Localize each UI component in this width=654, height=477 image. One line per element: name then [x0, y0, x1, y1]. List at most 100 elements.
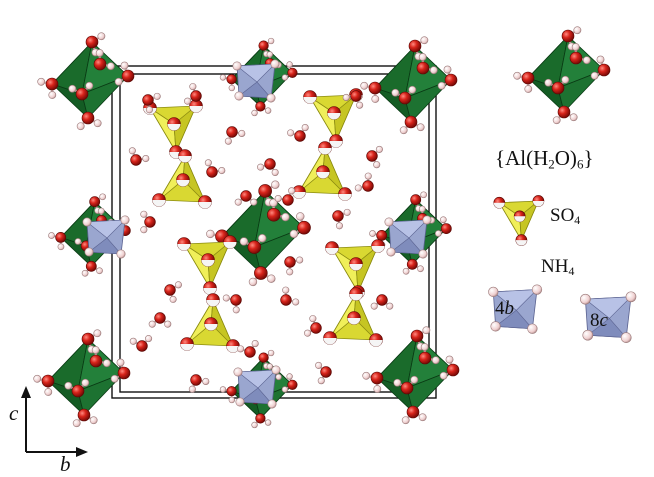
hydrogen-atom [121, 62, 128, 69]
oxygen-atom [311, 323, 322, 334]
oxygen-atom [42, 375, 54, 387]
al-octahedron [361, 37, 457, 134]
oxygen-half-shade [179, 156, 192, 163]
hydrogen-atom [409, 86, 416, 93]
hydrogen-atom [100, 194, 106, 200]
oxygen-atom [371, 372, 383, 384]
hydrogen-atom [175, 282, 181, 288]
hydrogen-atom [233, 307, 239, 313]
hydrogen-atom [417, 266, 423, 272]
oxygen-half-shade [153, 200, 166, 207]
oxygen-atom [321, 367, 332, 378]
hydrogen-atom [440, 372, 447, 379]
hydrogen-atom [440, 217, 446, 223]
b-axis-label: b [60, 452, 71, 477]
al-hexaaqua-formula-label: {Al(H2O)6} [495, 146, 594, 171]
hydrogen-atom [488, 287, 498, 297]
hydrogen-atom [562, 76, 569, 83]
hydrogen-atom [385, 218, 393, 226]
hydrogen-atom [491, 322, 501, 332]
hydrogen-atom [387, 303, 393, 309]
hydrogen-atom [570, 114, 577, 121]
oxygen-atom [411, 330, 423, 342]
hydrogen-atom [430, 67, 437, 74]
hydrogen-atom [376, 146, 382, 152]
hydrogen-atom [419, 206, 425, 212]
sulfate-label: SO4 [550, 205, 580, 227]
hydrogen-atom [400, 127, 407, 134]
hydrogen-atom [423, 216, 431, 224]
hydrogen-atom [69, 85, 76, 92]
hydrogen-atom [275, 195, 281, 201]
oxygen-atom [570, 52, 582, 64]
oxygen-atom [562, 30, 574, 42]
hydrogen-atom [583, 57, 590, 64]
hydrogen-atom [287, 130, 293, 136]
oxygen-atom [191, 91, 202, 102]
oxygen-atom [401, 382, 413, 394]
hydrogen-atom [96, 49, 103, 56]
oxygen-atom [265, 159, 276, 170]
hydrogen-atom [165, 321, 171, 327]
oxygen-atom [417, 62, 429, 74]
oxygen-atom [405, 116, 417, 128]
hydrogen-atom [82, 379, 89, 386]
hydrogen-atom [48, 232, 54, 238]
al-octahedron [514, 27, 610, 124]
hydrogen-atom [419, 414, 426, 421]
hydrogen-atom [626, 292, 636, 302]
oxygen-half-shade [207, 300, 220, 307]
hydrogen-atom [621, 333, 631, 343]
oxygen-atom [256, 414, 266, 424]
hydrogen-atom [296, 257, 302, 263]
oxygen-atom [122, 70, 134, 82]
hydrogen-atom [344, 209, 350, 215]
hydrogen-atom [220, 387, 226, 393]
oxygen-atom [207, 167, 218, 178]
hydrogen-atom [229, 85, 235, 91]
oxygen-atom [245, 347, 256, 358]
oxygen-atom [155, 313, 166, 324]
oxygen-atom [145, 217, 156, 228]
hydrogen-atom [220, 75, 226, 81]
hydrogen-atom [251, 199, 257, 205]
ammonium-polyhedron [385, 216, 431, 258]
hydrogen-atom [267, 364, 273, 370]
oxygen-atom [558, 106, 570, 118]
oxygen-half-shade [319, 148, 332, 155]
hydrogen-atom [49, 91, 56, 98]
oxygen-atom [78, 409, 90, 421]
hydrogen-atom [438, 82, 445, 89]
hydrogen-atom [271, 60, 279, 68]
sulfate-tetrahedron [324, 288, 383, 347]
hydrogen-atom [190, 83, 196, 89]
hydrogen-atom [58, 244, 64, 250]
hydrogen-atom [130, 338, 136, 344]
hydrogen-atom [265, 108, 271, 114]
oxygen-atom [76, 88, 88, 100]
oxygen-half-shade [516, 240, 527, 246]
hydrogen-atom [580, 294, 590, 304]
hydrogen-atom [141, 227, 147, 233]
hydrogen-atom [361, 82, 368, 89]
hydrogen-atom [276, 374, 282, 380]
hydrogen-atom [234, 368, 242, 376]
hydrogen-atom [271, 181, 279, 189]
hydrogen-atom [117, 359, 124, 366]
hydrogen-atom [403, 268, 409, 274]
hydrogen-atom [86, 82, 93, 89]
hydrogen-atom [143, 155, 149, 161]
hydrogen-atom [267, 94, 275, 102]
hydrogen-atom [45, 388, 52, 395]
hydrogen-atom [423, 327, 430, 334]
oxygen-atom [248, 241, 261, 254]
hydrogen-atom [239, 130, 245, 136]
ammonium-polyhedron [580, 292, 636, 343]
oxygen-atom [281, 295, 292, 306]
hydrogen-atom [292, 299, 298, 305]
hydrogen-atom [252, 340, 258, 346]
hydrogen-atom [282, 75, 288, 81]
hydrogen-atom [363, 372, 370, 379]
hydrogen-atom [290, 230, 298, 238]
hydrogen-atom [318, 377, 324, 383]
